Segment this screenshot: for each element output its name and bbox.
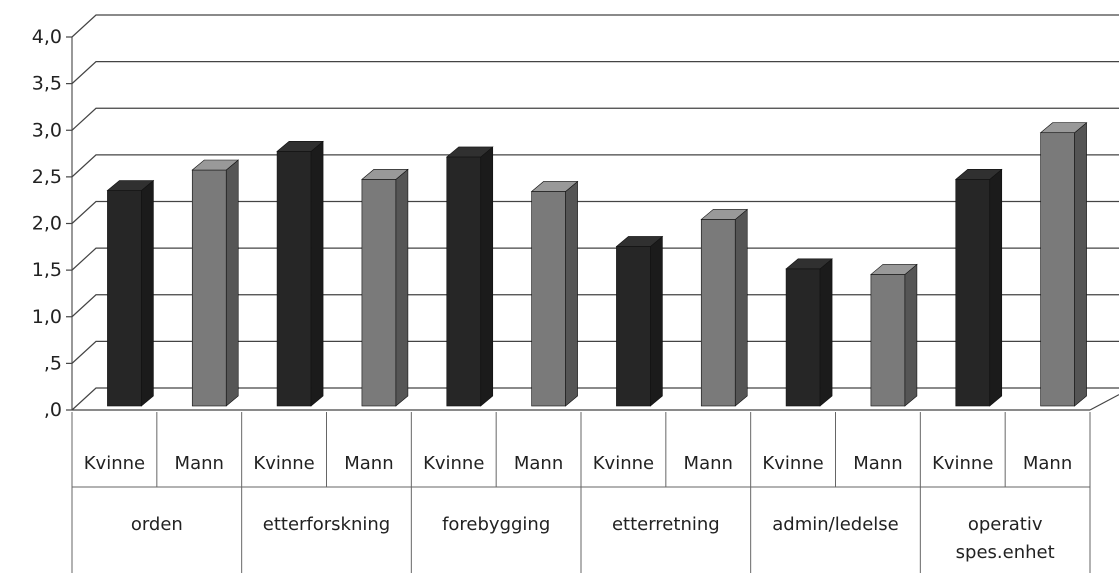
floor-edge-right	[1089, 394, 1119, 411]
y-tick-label: 4,0	[32, 26, 62, 48]
bar-mann	[361, 168, 409, 407]
bar-mann	[1039, 122, 1088, 407]
bar-front	[955, 179, 991, 407]
subcategory-label: Kvinne	[253, 453, 314, 474]
gridline	[71, 61, 1119, 85]
y-tick-label: 3,5	[32, 73, 62, 95]
y-axis-ticks: ,0 ,5 1,0 1,5 2,0 2,5 3,0 3,5 4,0	[32, 26, 72, 421]
group-label: spes.enhet	[956, 542, 1055, 563]
gridline	[71, 294, 1119, 318]
group-label: orden	[131, 514, 183, 535]
gridline	[71, 387, 1119, 411]
bar-front	[107, 190, 142, 407]
bar-top	[1039, 122, 1088, 134]
subcategory-label: Mann	[1023, 453, 1072, 474]
bar-kvinne	[785, 258, 833, 407]
y-tick-label: ,0	[44, 399, 62, 421]
bar-mann	[530, 180, 579, 407]
subcategory-label: Mann	[175, 453, 224, 474]
bar-kvinne	[106, 179, 155, 407]
bar-front	[361, 179, 397, 407]
bar-side	[650, 235, 663, 407]
bar-side	[734, 208, 748, 407]
y-tick-label: ,5	[44, 352, 62, 374]
gridline	[71, 247, 1119, 271]
bar-side	[989, 168, 1003, 407]
gridline	[71, 340, 1119, 364]
bar-kvinne	[445, 146, 494, 407]
bar-kvinne	[954, 168, 1003, 407]
y-tick-label: 1,5	[32, 259, 62, 281]
bar-side	[395, 168, 409, 407]
bar-front	[1040, 132, 1075, 407]
category-table: Kvinne Mann orden Kvinne Mann etterforskning K…	[71, 412, 1091, 573]
bar-top	[361, 169, 409, 180]
bar-side	[904, 263, 918, 407]
y-tick-label: 1,0	[32, 306, 62, 328]
bar-kvinne	[276, 140, 324, 407]
bar-side	[480, 146, 494, 407]
subcategory-label: Mann	[344, 453, 393, 474]
bar-mann	[870, 263, 918, 407]
subcategory-label: Kvinne	[593, 453, 654, 474]
bar-mann	[191, 159, 240, 407]
bar-front	[276, 151, 312, 407]
bar-top	[106, 180, 155, 191]
bar-front	[785, 268, 821, 407]
bar-side	[1074, 122, 1087, 407]
bar-top	[276, 141, 324, 152]
bar-top	[870, 264, 918, 275]
subcategory-label: Kvinne	[84, 453, 145, 474]
subcategory-label: Mann	[514, 453, 563, 474]
bars	[106, 122, 1088, 407]
subcategory-label: Kvinne	[762, 453, 823, 474]
gridlines	[71, 14, 1119, 411]
bar-mann	[700, 208, 749, 407]
bar-kvinne	[615, 235, 664, 407]
group-label: operativ	[968, 514, 1043, 535]
y-tick-label: 2,0	[32, 213, 62, 235]
gridline	[71, 107, 1119, 131]
bar-side	[310, 140, 324, 407]
group-label: etterforskning	[263, 514, 390, 535]
bar-top	[530, 181, 579, 192]
group-label: etterretning	[612, 514, 720, 535]
subcategory-label: Kvinne	[423, 453, 484, 474]
gridline	[71, 200, 1119, 224]
bar-top	[191, 159, 240, 171]
bar-front	[446, 156, 482, 407]
subcategory-label: Mann	[853, 453, 902, 474]
bar-front	[616, 246, 651, 407]
gridline	[71, 14, 1119, 38]
bar-front	[191, 169, 227, 407]
bar-side	[141, 179, 154, 407]
bar-top	[954, 169, 1003, 180]
y-tick-label: 3,0	[32, 119, 62, 141]
bar-front	[531, 191, 566, 407]
bar-side	[225, 159, 239, 407]
gridline	[71, 154, 1119, 178]
group-label: admin/ledelse	[772, 514, 899, 535]
bar-top	[700, 209, 749, 220]
bar-side	[565, 180, 578, 407]
bar-top	[785, 258, 833, 270]
subcategory-label: Kvinne	[932, 453, 993, 474]
bar-front	[870, 274, 906, 407]
bar-front	[700, 219, 736, 407]
subcategory-label: Mann	[684, 453, 733, 474]
bar-side	[819, 258, 833, 407]
group-label: forebygging	[442, 514, 550, 535]
bar-top	[615, 236, 664, 247]
bar-top	[445, 146, 494, 158]
y-tick-label: 2,5	[32, 166, 62, 188]
